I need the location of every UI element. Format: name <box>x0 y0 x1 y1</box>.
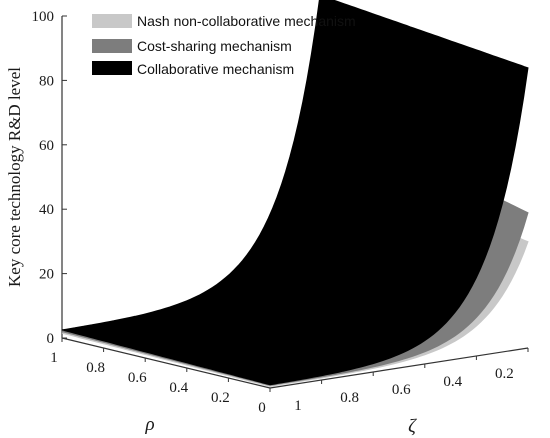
legend-label-cost-sharing: Cost-sharing mechanism <box>137 38 292 54</box>
axes: 0 20 40 60 80 100 1 0.8 0.6 0.4 0.2 0 1 0.8 0.6 0.4 0.… <box>32 9 529 416</box>
rho-axis-label: ρ <box>144 414 154 435</box>
surfaces <box>61 0 529 387</box>
legend-swatch-collaborative <box>92 61 132 75</box>
zeta-tick-label: 0.2 <box>495 366 514 382</box>
z-tick-label: 60 <box>39 138 54 154</box>
rho-tick-label: 0.6 <box>128 370 147 386</box>
rho-tick-label: 1 <box>50 350 58 366</box>
surface-collaborative <box>61 0 529 386</box>
z-tick-label: 40 <box>39 202 54 218</box>
zeta-axis-line <box>269 347 529 389</box>
rho-axis-line <box>61 337 271 389</box>
legend-swatch-cost-sharing <box>92 39 132 53</box>
legend-label-collaborative: Collaborative mechanism <box>137 61 294 77</box>
legend: Nash non-collaborative mechanism Cost-sh… <box>92 13 356 77</box>
legend-label-nash: Nash non-collaborative mechanism <box>137 13 356 29</box>
z-tick-label: 80 <box>39 73 54 89</box>
zeta-tick-label: 1 <box>294 398 302 414</box>
zeta-tick-label: 0.6 <box>392 382 411 398</box>
zeta-ticks: 10.80.60.40.20 <box>269 348 529 414</box>
rho-tick-label: 0 <box>258 400 266 416</box>
z-ticks: 0 20 40 60 80 100 <box>32 9 67 347</box>
z-tick-label: 0 <box>47 331 55 347</box>
z-axis-label: Key core technology R&D level <box>5 67 24 287</box>
zeta-tick-label: 0.8 <box>340 390 359 406</box>
rho-tick-label: 0.8 <box>86 360 105 376</box>
rho-ticks: 1 0.8 0.6 0.4 0.2 0 <box>50 338 271 416</box>
rho-tick-label: 0.4 <box>169 380 188 396</box>
zeta-axis-label: ζ <box>408 416 417 437</box>
legend-swatch-nash <box>92 14 132 28</box>
z-tick-label: 100 <box>32 9 55 25</box>
zeta-tick-label: 0.4 <box>443 374 462 390</box>
z-tick-label: 20 <box>39 267 54 283</box>
rho-tick-label: 0.2 <box>211 390 230 406</box>
